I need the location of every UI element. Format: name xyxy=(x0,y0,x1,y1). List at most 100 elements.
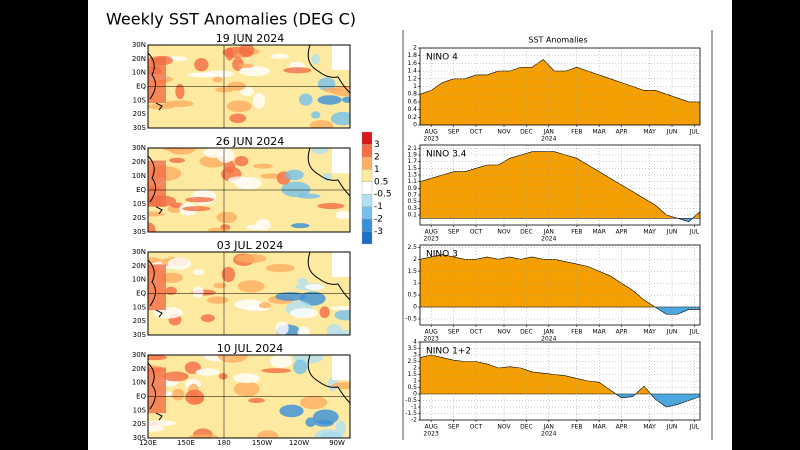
anomaly-patch xyxy=(232,57,244,71)
lat-label: 30S xyxy=(133,228,147,236)
anomaly-patch xyxy=(192,286,204,298)
lon-label: 120E xyxy=(139,439,157,447)
x-tick-label: JAN xyxy=(543,424,554,431)
lat-label: 30S xyxy=(133,331,147,339)
lat-label: 30S xyxy=(133,434,147,442)
anomaly-patch xyxy=(299,291,326,306)
anomaly-patch xyxy=(330,306,350,311)
area-negative xyxy=(420,218,700,223)
y-tick-label: 4 xyxy=(413,339,417,346)
area-positive xyxy=(420,354,700,394)
coastline xyxy=(148,148,350,215)
map-date: 19 JUN 2024 xyxy=(216,32,285,45)
anomaly-patch xyxy=(253,163,273,169)
anomaly-patch xyxy=(314,428,344,438)
area-negative xyxy=(420,394,700,408)
map-warm-west xyxy=(148,57,166,104)
x-tick-label: DEC xyxy=(520,424,533,431)
y-tick-label: 2 xyxy=(413,365,417,372)
anomaly-patch xyxy=(317,95,342,105)
lat-label: 10S xyxy=(133,96,147,104)
x-tick-label: MAR xyxy=(592,129,605,136)
y-tick-label: 2.5 xyxy=(407,244,417,251)
area-positive xyxy=(420,254,700,308)
series-name: NINO 4 xyxy=(426,53,458,63)
y-tick-label: 2.1 xyxy=(407,145,417,152)
year-label: 2023 xyxy=(424,336,439,343)
x-tick-label: APR xyxy=(616,229,628,236)
anomaly-patch xyxy=(240,86,254,97)
anomaly-patch xyxy=(331,329,350,335)
lat-label: 10S xyxy=(133,200,147,208)
x-tick-label: OCT xyxy=(470,229,483,236)
anomaly-patch xyxy=(279,404,304,418)
anomaly-patch xyxy=(234,156,249,167)
lat-label: 30N xyxy=(132,144,146,152)
y-tick-label: 1.9 xyxy=(407,152,417,159)
colorbar-swatch xyxy=(361,194,373,207)
anomaly-patch xyxy=(162,371,189,382)
y-tick-label: 1.5 xyxy=(407,165,417,172)
x-tick-label: FEB xyxy=(571,329,582,336)
colorbar-label: -3 xyxy=(374,227,383,237)
panel-title: SST Anomalies xyxy=(528,36,587,45)
x-tick-label: JUN xyxy=(666,424,678,431)
y-tick-label: 2.5 xyxy=(407,358,417,365)
y-tick-label: 0.8 xyxy=(407,91,417,98)
map-warm-west xyxy=(148,264,166,311)
anomaly-patch xyxy=(309,120,334,128)
x-tick-label: DEC xyxy=(520,229,533,236)
y-tick-label: 1.6 xyxy=(407,60,417,67)
map-field xyxy=(148,355,350,438)
lat-label: 30N xyxy=(132,41,146,49)
x-tick-label: JUN xyxy=(666,229,678,236)
anomaly-patch xyxy=(195,368,220,376)
anomaly-patch xyxy=(148,420,177,426)
lat-label: 20N xyxy=(132,55,146,63)
y-tick-label: -0.5 xyxy=(405,397,417,404)
anomaly-patch xyxy=(298,93,313,106)
y-tick-label: 0 xyxy=(413,304,417,311)
anomaly-patch xyxy=(185,389,205,405)
lat-label: 20S xyxy=(133,317,147,325)
anomaly-patch xyxy=(217,355,248,363)
anomaly-patch xyxy=(148,211,165,217)
x-tick-label: MAR xyxy=(592,424,605,431)
x-tick-label: NOV xyxy=(497,229,511,236)
x-tick-label: APR xyxy=(616,424,628,431)
anomaly-patch xyxy=(258,302,271,309)
x-tick-label: AUG xyxy=(425,424,438,431)
year-label: 2024 xyxy=(541,431,556,438)
anomaly-patch xyxy=(275,292,306,301)
y-tick-label: 0.3 xyxy=(407,205,417,212)
anomaly-patch xyxy=(275,321,289,335)
anomaly-patch xyxy=(167,257,192,270)
map-warm-west xyxy=(148,160,166,207)
year-label: 2023 xyxy=(424,136,439,143)
lat-label: EQ xyxy=(136,186,146,194)
lat-label: EQ xyxy=(136,393,146,401)
x-tick-label: FEB xyxy=(571,424,582,431)
anomaly-patch xyxy=(289,308,319,319)
year-label: 2024 xyxy=(541,236,556,243)
x-tick-label: JUL xyxy=(689,229,700,236)
anomaly-patch xyxy=(235,254,267,263)
y-tick-label: -1.5 xyxy=(405,410,417,417)
anomaly-patch xyxy=(290,223,310,229)
anomaly-patch xyxy=(182,206,211,212)
anomaly-patch xyxy=(270,355,293,368)
anomaly-patch xyxy=(203,148,224,158)
anomaly-patch xyxy=(312,409,339,425)
anomaly-patch xyxy=(334,309,350,321)
lat-label: 20N xyxy=(132,365,146,373)
map-field xyxy=(148,252,350,335)
y-tick-label: 0.9 xyxy=(407,185,417,192)
lat-label: 10S xyxy=(133,303,147,311)
plot-frame xyxy=(419,144,701,226)
anomaly-patch xyxy=(237,63,254,68)
y-tick-label: 2 xyxy=(413,256,417,263)
anomaly-patch xyxy=(260,173,282,179)
y-tick-label: 1 xyxy=(413,378,417,385)
colorbar-label: -0.5 xyxy=(374,190,392,200)
anomaly-patch xyxy=(233,381,260,397)
